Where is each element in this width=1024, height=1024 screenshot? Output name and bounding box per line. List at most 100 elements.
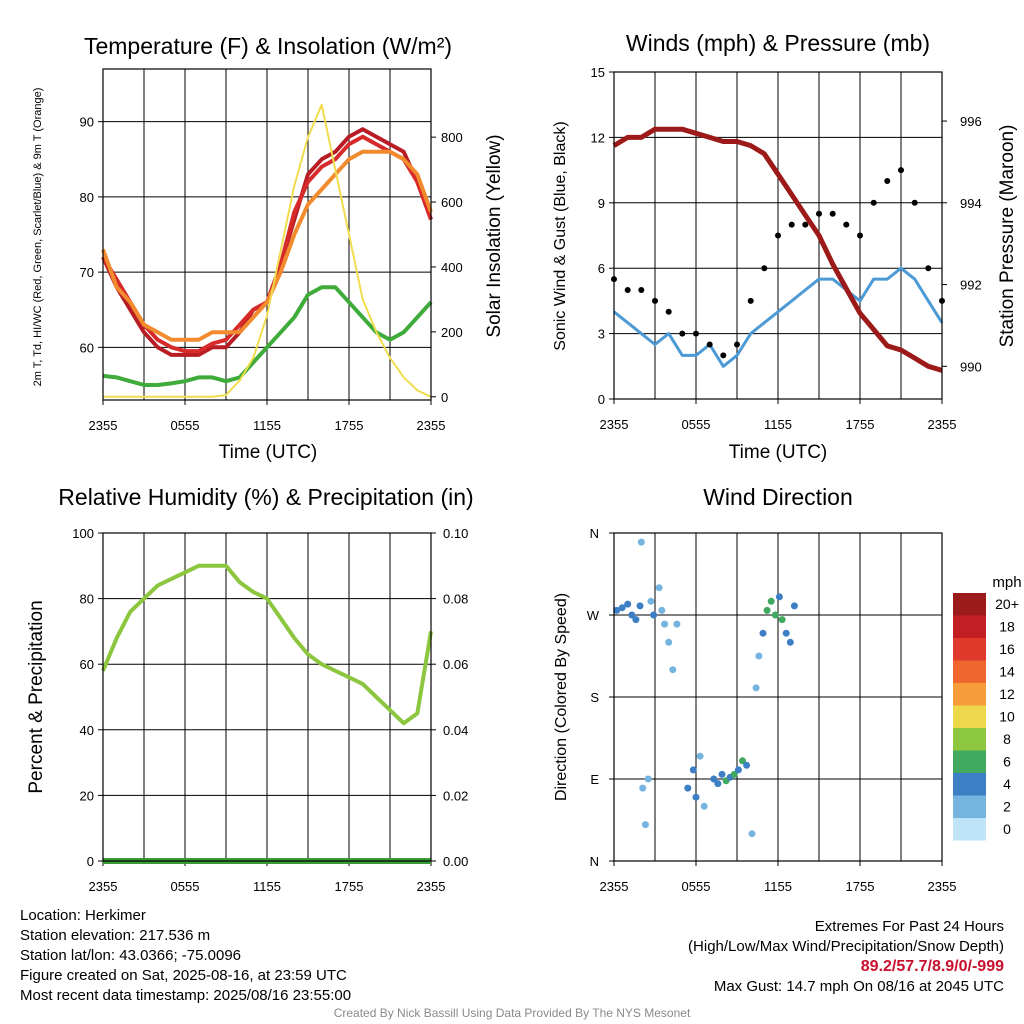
direction-point [739,757,746,765]
pressure-right-tick-label: 994 [960,196,982,211]
station-info: Location: Herkimer Station elevation: 21… [20,906,351,1006]
direction-point [755,652,763,660]
winds-left-tick-label: 0 [598,392,605,407]
humidity-panel: Relative Humidity (%) & Precipitation (i… [26,484,474,894]
precip-right-tick-label: 0.04 [443,723,468,738]
direction-point [618,604,626,612]
gust-point [747,297,754,304]
direction-point [661,620,669,628]
winds-xlabel: Time (UTC) [729,442,828,463]
wind-direction-left-ylabel: Direction (Colored By Speed) [553,593,570,801]
direction-point [655,584,663,592]
direction-point [700,802,708,810]
precip-right-tick-label: 0.00 [443,854,468,869]
direction-tick-label: N [590,854,599,869]
pressure-right-tick-label: 990 [960,359,982,374]
humidity-panel-title: Relative Humidity (%) & Precipitation (i… [58,484,473,510]
temperature-x-tick-label: 2355 [417,418,446,433]
gust-point [679,330,686,337]
extremes-info: Extremes For Past 24 Hours (High/Low/Max… [688,917,1004,997]
gust-point [870,199,877,206]
speed-legend-label: 4 [1003,776,1011,792]
direction-point [771,611,779,619]
humidity-left-tick-label: 40 [80,723,94,738]
direction-tick-label: N [590,526,599,541]
winds-x-tick-label: 2355 [928,417,957,432]
gust-point [706,341,713,348]
speed-legend-label: 8 [1003,731,1011,747]
direction-point [775,593,783,601]
winds-x-tick-label: 2355 [600,417,629,432]
station-elevation: Station elevation: 217.536 m [20,927,211,944]
precip-right-tick-label: 0.08 [443,592,468,607]
temperature-plot-frame [102,68,432,401]
speed-legend-swatch [953,660,986,683]
direction-point [624,600,632,608]
insolation-right-tick-label: 800 [441,130,463,145]
winds-plot-frame [613,71,943,400]
extremes-values: 89.2/57.7/8.9/0/-999 [860,958,1004,975]
series-line-sonic-wind [613,266,944,368]
speed-legend-label: 6 [1003,754,1011,770]
direction-point [778,616,786,624]
winds-left-tick-label: 3 [598,327,605,342]
direction-point [748,830,756,838]
speed-legend-swatch [953,728,986,751]
speed-legend-swatch [953,593,986,616]
direction-point [650,611,658,619]
insolation-right-tick-label: 600 [441,195,463,210]
humidity-left-tick-label: 100 [72,526,94,541]
series-line-solar-insolation [103,103,432,398]
precip-right-tick-label: 0.02 [443,788,468,803]
direction-point [696,752,704,760]
direction-point [644,775,652,783]
precip-right-tick-label: 0.06 [443,657,468,672]
temperature-panel: Temperature (F) & Insolation (W/m²) Time… [32,33,505,463]
direction-tick-label: W [587,608,600,623]
direction-point [669,666,677,674]
humidity-plot-frame [102,532,432,862]
humidity-x-tick-label: 1155 [253,879,281,894]
winds-x-tick-label: 1755 [846,417,875,432]
gust-point [884,178,891,184]
speed-legend-swatch [953,773,986,796]
direction-point [767,597,775,605]
direction-point [710,775,718,783]
temperature-panel-title: Temperature (F) & Insolation (W/m²) [84,33,452,59]
speed-legend-swatch [953,750,986,773]
direction-tick-label: S [590,690,599,705]
insolation-right-tick-label: 400 [441,260,463,275]
direction-point [613,606,621,614]
gust-point [843,221,850,228]
winds-right-ylabel: Station Pressure (Maroon) [997,125,1018,348]
direction-point [759,629,767,637]
gust-point [761,265,768,272]
pressure-right-tick-label: 996 [960,114,982,129]
gust-point [638,287,645,293]
station-location: Location: Herkimer [20,907,146,924]
series-line-relative-humidity [101,563,433,726]
max-gust: Max Gust: 14.7 mph On 08/16 at 2045 UTC [713,978,1004,995]
speed-legend-label: 2 [1003,799,1011,815]
temperature-left-tick-label: 90 [80,115,94,130]
temperature-left-tick-label: 70 [80,265,94,280]
speed-color-legend: mph 20+ 18 16 14 12 10 8 6 4 2 0 [953,574,1022,841]
temperature-x-tick-label: 1755 [335,418,364,433]
wind-direction-panel-title: Wind Direction [703,484,853,510]
direction-x-tick-label: 1155 [764,879,792,894]
wind-direction-panel: Wind Direction Direction (Colored By Spe… [553,484,1022,894]
gust-point [665,308,672,315]
direction-x-tick-label: 1755 [846,879,875,894]
insolation-right-tick-label: 0 [441,390,448,405]
speed-legend-swatch [953,683,986,706]
extremes-title: Extremes For Past 24 Hours [814,918,1004,935]
direction-point [730,770,738,778]
direction-tick-label: E [590,772,599,787]
direction-x-tick-label: 2355 [928,879,957,894]
temperature-left-tick-label: 80 [80,190,94,205]
temperature-left-ylabel: 2m T, Td, HI/WC (Red, Green, Scarlet/Blu… [32,88,44,387]
extremes-legend: (High/Low/Max Wind/Precipitation/Snow De… [688,938,1004,955]
insolation-right-tick-label: 200 [441,325,463,340]
direction-point [714,780,722,788]
